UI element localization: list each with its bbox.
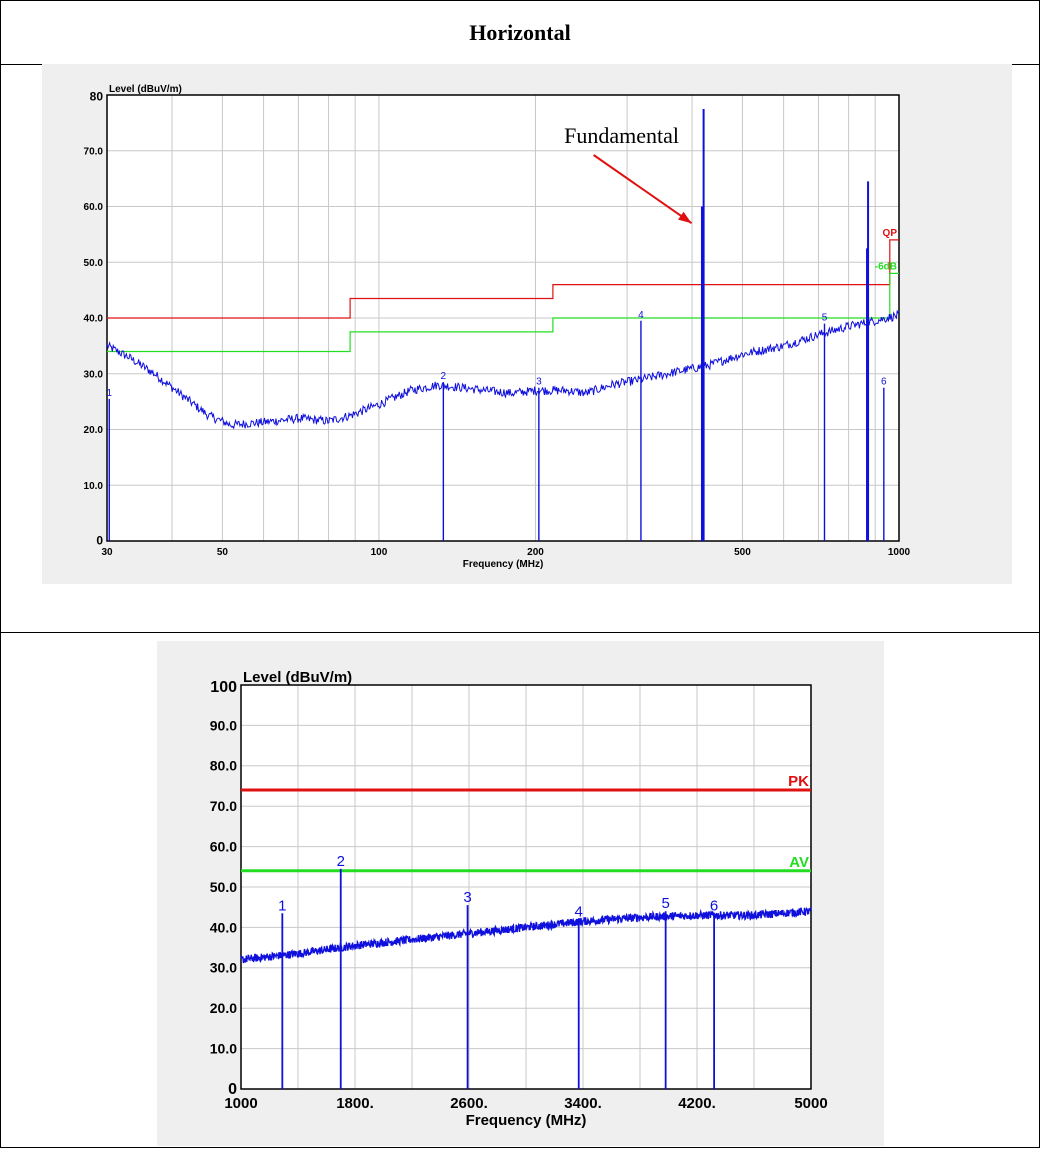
title-row: Horizontal	[1, 1, 1039, 65]
x-tick-label: 4200.	[678, 1095, 716, 1112]
high-band-chart-panel: 0 10.0 20.0 30.0 40.0 50.0 60.0 70.0 80.0 90.0 100…	[157, 641, 884, 1146]
limit-label: QP	[883, 228, 898, 239]
x-tick-label: 50	[217, 547, 229, 558]
limit-label: AV	[789, 854, 809, 871]
x-tick-label: 500	[734, 547, 751, 558]
y-tick-label: 70.0	[84, 146, 104, 157]
polarization-heading: Horizontal	[469, 19, 571, 45]
plot-frame	[240, 684, 812, 1090]
y-tick-label: 90.0	[210, 717, 237, 733]
limit-label: PK	[788, 773, 809, 790]
marker-label: 5	[661, 895, 669, 912]
x-tick-label: 1000	[224, 1095, 257, 1112]
x-axis-label: Frequency (MHz)	[463, 559, 544, 570]
x-tick-label: 2600.	[450, 1095, 488, 1112]
y-tick-label: 40.0	[84, 314, 104, 325]
high-band-chart: 0 10.0 20.0 30.0 40.0 50.0 60.0 70.0 80.0 90.0 100…	[210, 669, 828, 1129]
row-divider	[1, 632, 1039, 633]
marker-label: 3	[536, 377, 542, 388]
y-tick-label: 30.0	[210, 960, 237, 976]
limit-line-qp	[107, 239, 899, 319]
y-tick-label: 60.0	[84, 202, 104, 213]
low-band-chart-panel: 0 10.0 20.0 30.0 40.0 50.0 60.0 70.0 80 30 50 100 20…	[42, 64, 1012, 584]
y-tick-label: 80	[90, 90, 104, 104]
low-band-chart: 0 10.0 20.0 30.0 40.0 50.0 60.0 70.0 80 30 50 100 20…	[84, 84, 911, 570]
y-tick-label: 60.0	[210, 839, 237, 855]
marker-label: 4	[575, 903, 583, 920]
limit-line-6db	[107, 272, 899, 353]
y-tick-label: 80.0	[210, 758, 237, 774]
y-tick-label: 20.0	[210, 1000, 237, 1016]
measurement-trace	[106, 309, 900, 430]
y-tick-label: 100	[210, 679, 237, 696]
y-axis-label: Level (dBuV/m)	[109, 84, 182, 95]
y-tick-label: 0	[96, 534, 103, 548]
marker-label: 6	[881, 377, 887, 388]
marker-label: 2	[337, 853, 345, 870]
y-tick-label: 50.0	[84, 258, 104, 269]
limit-label: -6dB	[875, 261, 897, 272]
x-tick-label: 5000	[794, 1095, 827, 1112]
x-axis-label: Frequency (MHz)	[466, 1112, 587, 1129]
annotation-text: Fundamental	[564, 123, 679, 148]
marker-label: 3	[463, 889, 471, 906]
y-tick-label: 10.0	[84, 481, 104, 492]
marker-label: 4	[638, 310, 644, 321]
y-tick-label: 40.0	[210, 919, 237, 935]
marker-label: 5	[822, 313, 828, 324]
y-tick-label: 50.0	[210, 879, 237, 895]
x-tick-label: 30	[101, 547, 113, 558]
marker-label: 1	[106, 388, 112, 399]
y-tick-label: 30.0	[84, 369, 104, 380]
marker-label: 6	[710, 897, 718, 914]
y-tick-label: 0	[228, 1081, 237, 1098]
x-tick-label: 3400.	[564, 1095, 602, 1112]
marker-label: 2	[441, 371, 447, 382]
marker-label: 1	[278, 897, 286, 914]
annotation-arrow	[593, 154, 693, 225]
x-tick-label: 100	[371, 547, 388, 558]
x-tick-label: 1000	[888, 547, 911, 558]
y-tick-label: 70.0	[210, 798, 237, 814]
x-tick-label: 1800.	[336, 1095, 374, 1112]
measurement-trace	[240, 907, 812, 964]
y-axis-label: Level (dBuV/m)	[243, 669, 352, 686]
annotation-arrowhead	[678, 211, 692, 224]
x-tick-label: 200	[527, 547, 544, 558]
y-tick-label: 10.0	[210, 1041, 237, 1057]
y-tick-label: 20.0	[84, 425, 104, 436]
